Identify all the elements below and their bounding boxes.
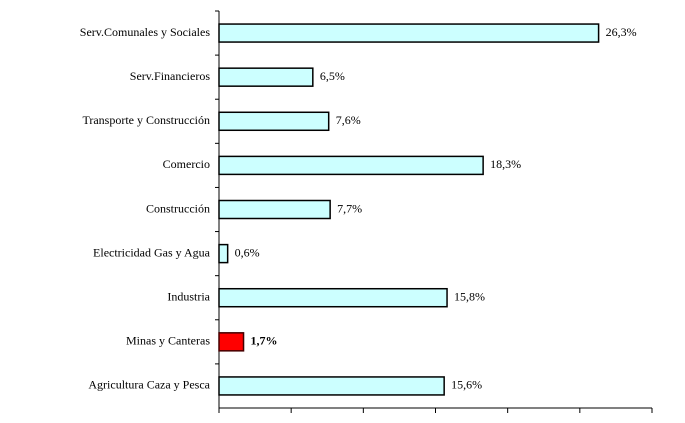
value-label: 0,6% xyxy=(235,245,260,259)
bar xyxy=(218,23,600,43)
value-label: 7,7% xyxy=(337,201,362,215)
y-tick-label: Serv.Financieros xyxy=(130,69,211,83)
y-tick-label: Construcción xyxy=(146,201,210,215)
value-label: 1,7% xyxy=(251,334,278,348)
value-label: 18,3% xyxy=(490,157,521,171)
value-label: 7,6% xyxy=(336,113,361,127)
bar xyxy=(218,155,484,176)
bar xyxy=(218,67,314,87)
y-tick-label: Transporte y Construcción xyxy=(82,113,210,127)
value-label: 6,5% xyxy=(320,69,345,83)
y-tick-label: Electricidad Gas y Agua xyxy=(93,245,211,259)
value-label: 15,6% xyxy=(451,378,482,392)
y-tick-label: Industria xyxy=(167,289,210,303)
bar xyxy=(218,332,245,352)
bar xyxy=(218,111,330,132)
bar xyxy=(218,243,229,264)
bar xyxy=(218,199,331,220)
value-label: 15,8% xyxy=(454,289,485,303)
bar xyxy=(218,287,448,308)
y-tick-label: Comercio xyxy=(163,157,210,171)
y-tick-label: Agricultura Caza y Pesca xyxy=(88,378,210,392)
value-label: 26,3% xyxy=(606,25,637,39)
y-tick-label: Serv.Comunales y Sociales xyxy=(80,25,211,39)
bar xyxy=(218,376,445,396)
y-tick-label: Minas y Canteras xyxy=(126,334,210,348)
